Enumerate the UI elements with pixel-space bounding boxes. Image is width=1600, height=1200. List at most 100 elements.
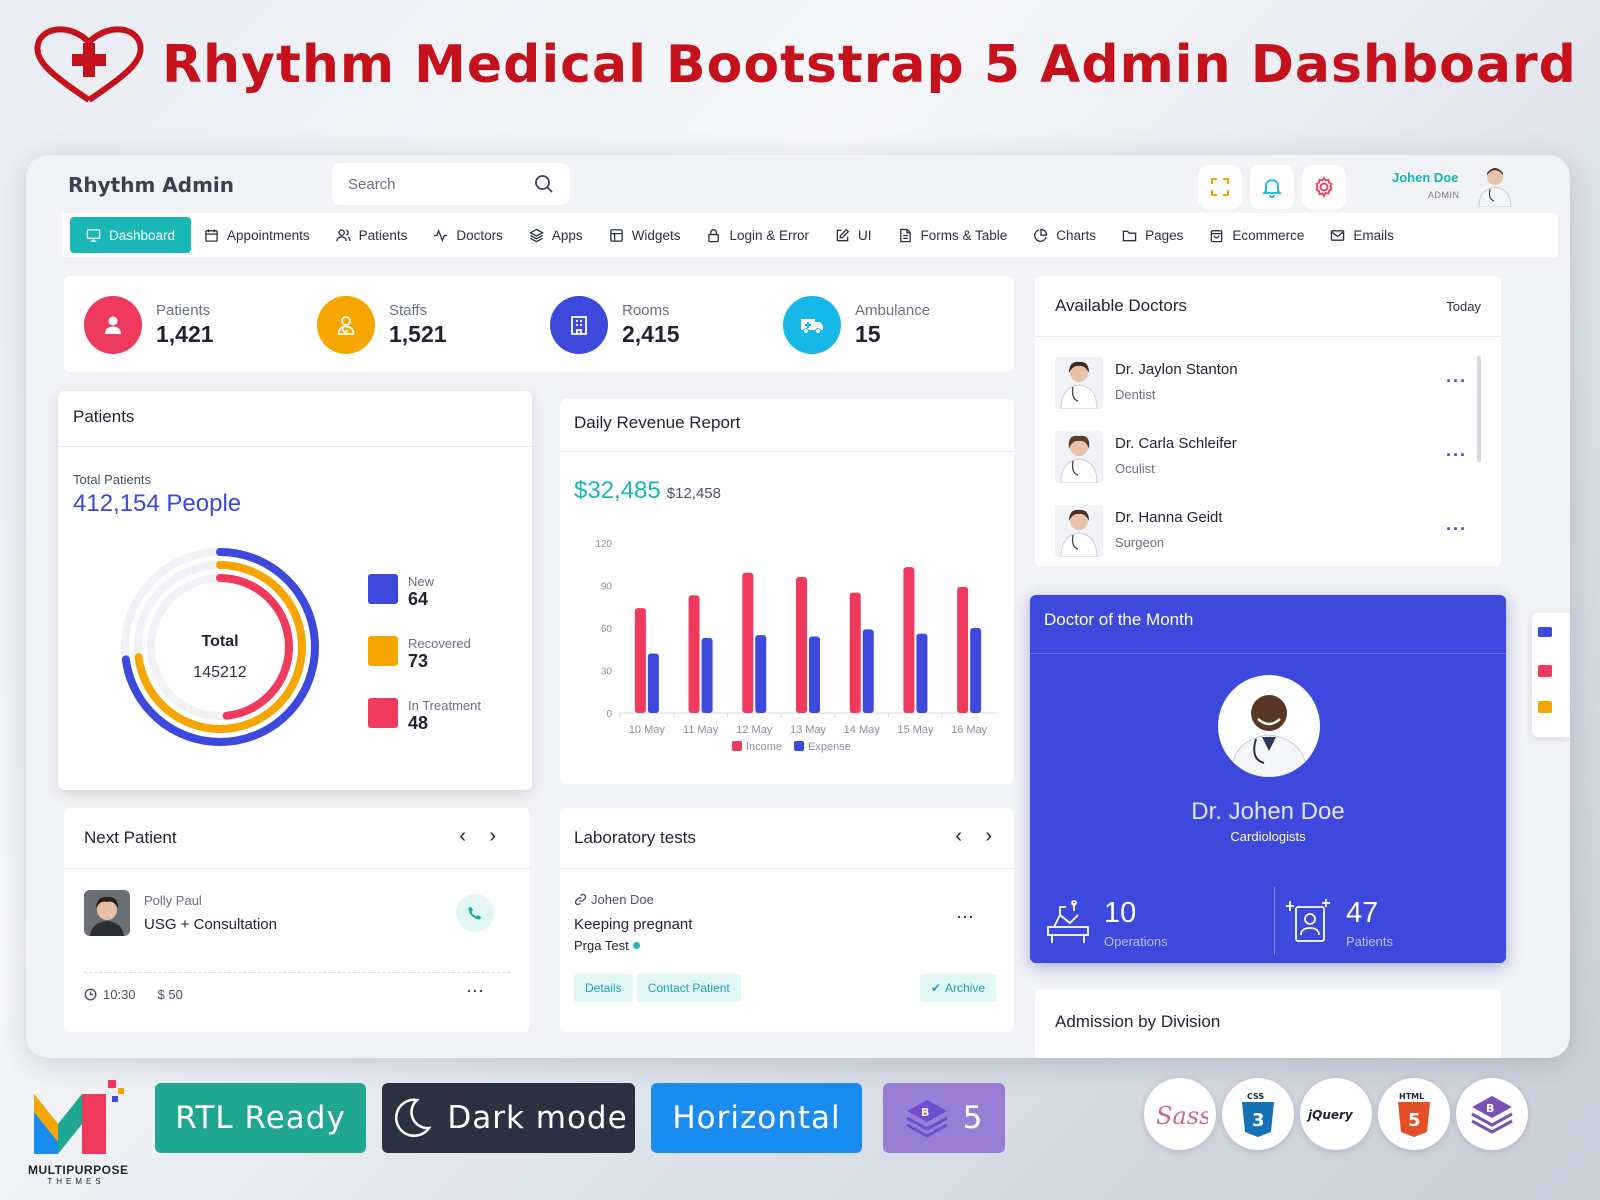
chevron-right-icon[interactable]: › <box>985 825 992 847</box>
nav-forms-table[interactable]: Forms & Table <box>885 217 1021 253</box>
doctor-row[interactable]: Dr. Jaylon Stanton Dentist ··· <box>1055 357 1481 417</box>
scrollbar[interactable] <box>1477 356 1481 462</box>
bar-income-16-may <box>957 586 969 713</box>
legend-new: New 64 <box>368 574 434 610</box>
doctor-avatar <box>1055 431 1103 483</box>
users-icon <box>335 228 351 241</box>
notifications-button[interactable] <box>1250 165 1294 209</box>
bar-expense-11-may <box>701 637 713 713</box>
revenue-values: $32,485 $12,458 <box>574 477 721 505</box>
divider <box>1274 887 1275 955</box>
nav-ecommerce[interactable]: Ecommerce <box>1196 217 1317 253</box>
search-box[interactable]: Search <box>332 163 570 205</box>
appointment-time: 10:30 $ 50 <box>84 987 183 1002</box>
html5-icon: HTML 5 <box>1398 1092 1430 1137</box>
doctor-row[interactable]: Dr. Hanna Geidt Surgeon ··· <box>1055 505 1481 565</box>
appointment-price: $ 50 <box>157 987 183 1002</box>
search-input[interactable]: Search <box>348 175 396 193</box>
nav-dashboard[interactable]: Dashboard <box>70 217 192 253</box>
app-window: Rhythm Admin Search Johen Doe ADMIN Dash… <box>26 155 1570 1058</box>
svg-text:5: 5 <box>1408 1110 1421 1131</box>
bar-expense-14-may <box>862 629 874 713</box>
nav-login-error[interactable]: Login & Error <box>693 217 822 253</box>
banner-title: Rhythm Medical Bootstrap 5 Admin Dashboa… <box>162 35 1577 95</box>
more-options-icon[interactable]: ··· <box>466 980 484 1000</box>
image-icon[interactable] <box>1538 665 1552 677</box>
legend-label-expense: Expense <box>808 741 851 753</box>
activity-icon <box>434 228 448 242</box>
card-title: Doctor of the Month <box>1044 610 1194 629</box>
patient-name: Polly Paul <box>144 893 202 908</box>
chevron-left-icon[interactable]: ‹ <box>955 825 962 847</box>
edit-icon <box>836 228 850 241</box>
bootstrap-stack-icon: B <box>1471 1096 1513 1134</box>
x-tick-label: 12 May <box>736 724 773 736</box>
legend-swatch-expense <box>794 741 804 751</box>
card-title: Admission by Division <box>1055 1012 1221 1031</box>
bar-income-13-may <box>796 577 807 713</box>
details-button[interactable]: Details <box>574 974 633 1002</box>
ambulance-icon <box>783 296 841 354</box>
patients-value: 47 <box>1346 897 1379 929</box>
nav-pages[interactable]: Pages <box>1109 217 1196 253</box>
next-patient-card: Next Patient ‹ › Polly Paul USG + Consul… <box>64 808 530 1032</box>
jquery-logo: jQuery <box>1300 1078 1372 1150</box>
folder-icon[interactable] <box>1538 701 1552 713</box>
card-title: Patients <box>73 407 135 426</box>
card-title: Available Doctors <box>1055 296 1187 315</box>
user-name[interactable]: Johen Doe <box>1392 170 1459 185</box>
banner: Rhythm Medical Bootstrap 5 Admin Dashboa… <box>30 20 1577 110</box>
svg-text:jQuery: jQuery <box>1306 1108 1354 1122</box>
building-icon <box>550 296 608 354</box>
fullscreen-button[interactable] <box>1198 165 1242 209</box>
svg-text:CSS: CSS <box>1247 1092 1264 1101</box>
stat-ambulance[interactable]: Ambulance 15 <box>783 296 930 354</box>
bag-icon <box>1211 229 1223 242</box>
stat-rooms[interactable]: Rooms 2,415 <box>550 296 680 354</box>
contact-patient-button[interactable]: Contact Patient <box>636 974 741 1002</box>
call-button[interactable] <box>456 894 494 932</box>
chevron-right-icon[interactable]: › <box>489 825 496 847</box>
more-options-icon[interactable]: ··· <box>956 906 974 926</box>
lab-patient: Johen Doe <box>574 892 654 907</box>
bar-expense-16-may <box>970 628 982 713</box>
user-avatar[interactable] <box>1476 165 1514 208</box>
nav-doctors[interactable]: Doctors <box>420 217 516 253</box>
legend-recovered: Recovered 73 <box>368 636 471 672</box>
more-options-icon[interactable]: ··· <box>1446 519 1467 539</box>
check-icon: ✔ <box>930 981 941 995</box>
more-options-icon[interactable]: ··· <box>1446 371 1467 391</box>
nav-appointments[interactable]: Appointments <box>191 217 323 253</box>
doctors-filter[interactable]: Today <box>1446 299 1481 314</box>
camera-icon[interactable] <box>1538 627 1552 637</box>
nav-ui[interactable]: UI <box>822 217 885 253</box>
bar-expense-10-may <box>647 653 659 713</box>
y-tick-label: 60 <box>601 624 613 635</box>
stat-staffs[interactable]: Staffs 1,521 <box>317 296 447 354</box>
bar-income-15-may <box>903 567 915 713</box>
chevron-left-icon[interactable]: ‹ <box>459 825 466 847</box>
nav-emails[interactable]: Emails <box>1317 217 1407 253</box>
stat-value: 15 <box>855 321 881 347</box>
nav-patients[interactable]: Patients <box>323 217 421 253</box>
lab-test-sub: Prga Test <box>574 938 640 953</box>
bell-icon <box>1261 179 1283 198</box>
bar-income-14-may <box>849 592 861 713</box>
lab-tests-card: Laboratory tests ‹ › Johen Doe Keeping p… <box>560 808 1014 1032</box>
settings-button[interactable] <box>1302 165 1346 209</box>
legend-swatch-income <box>732 741 742 751</box>
heart-cross-logo-icon <box>30 24 148 106</box>
stat-patients[interactable]: Patients 1,421 <box>84 296 214 354</box>
archive-button[interactable]: ✔ Archive <box>919 974 996 1002</box>
patient-avatar <box>84 890 130 936</box>
svg-text:3: 3 <box>1252 1110 1265 1131</box>
nav-apps[interactable]: Apps <box>516 217 596 253</box>
more-options-icon[interactable]: ··· <box>1446 445 1467 465</box>
nav-charts[interactable]: Charts <box>1020 217 1109 253</box>
search-icon[interactable] <box>534 174 554 194</box>
m-logo-icon <box>34 1080 124 1154</box>
nav-widgets[interactable]: Widgets <box>596 217 694 253</box>
doctor-row[interactable]: Dr. Carla Schleifer Oculist ··· <box>1055 431 1481 491</box>
grid-icon <box>609 228 623 242</box>
brand-name: Rhythm Admin <box>68 173 235 197</box>
